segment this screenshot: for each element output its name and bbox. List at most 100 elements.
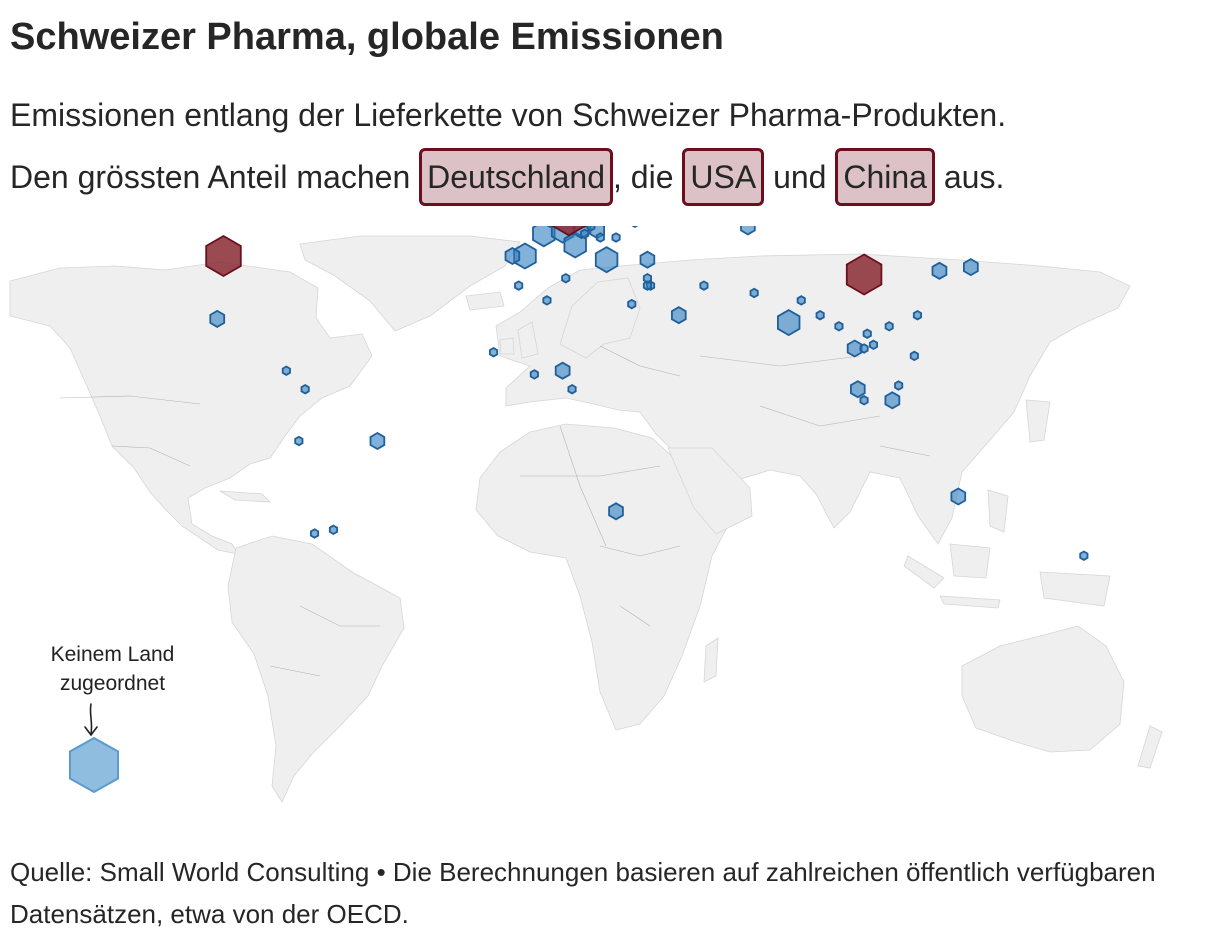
land-borneo — [949, 543, 991, 579]
hex-marker[interactable] — [608, 502, 624, 521]
land-philippines — [987, 489, 1009, 533]
hex-marker[interactable] — [884, 391, 901, 410]
land-africa — [475, 423, 731, 731]
land-south-america — [227, 535, 405, 803]
highlight-china-button[interactable]: China — [835, 148, 935, 206]
hex-marker[interactable] — [862, 328, 872, 339]
subtitle-sep2: und — [773, 159, 827, 195]
land-sumatra — [903, 555, 945, 589]
hex-marker[interactable] — [859, 343, 869, 354]
hex-marker[interactable] — [595, 232, 605, 243]
hex-marker[interactable] — [554, 361, 571, 380]
hex-marker[interactable] — [909, 350, 919, 362]
border-line — [299, 605, 380, 627]
hex-marker[interactable] — [859, 395, 869, 406]
border-line — [619, 605, 651, 627]
hex-marker[interactable] — [561, 272, 571, 284]
landmass-layer — [9, 235, 1163, 803]
hex-marker[interactable] — [850, 380, 866, 399]
highlight-germany-button[interactable]: Deutschland — [419, 148, 614, 206]
hex-marker[interactable] — [514, 280, 524, 291]
page-title: Schweizer Pharma, globale Emissionen — [10, 16, 724, 58]
hex-marker[interactable] — [777, 309, 801, 337]
highlight-usa-button[interactable]: USA — [682, 148, 765, 206]
hex-marker[interactable] — [642, 280, 652, 291]
hex-marker[interactable] — [912, 309, 922, 321]
land-java — [939, 595, 1001, 609]
unassigned-label: Keinem Land zugeordnet — [50, 643, 175, 695]
unassigned-legend-hex — [69, 736, 119, 794]
hex-marker[interactable] — [1079, 550, 1089, 561]
border-line — [111, 445, 191, 467]
source-text: Quelle: Small World Consulting • Die Ber… — [10, 857, 1156, 929]
hex-marker[interactable] — [586, 226, 596, 232]
source-note: Quelle: Small World Consulting • Die Ber… — [10, 851, 1210, 935]
subtitle-sep1: , die — [613, 159, 674, 195]
world-map — [9, 226, 1163, 803]
land-australia — [961, 625, 1125, 753]
hex-marker[interactable] — [488, 346, 499, 358]
land-iceland — [465, 291, 505, 311]
hex-marker[interactable] — [529, 369, 539, 380]
hex-marker[interactable] — [209, 309, 226, 328]
hex-marker[interactable] — [749, 287, 759, 299]
border-line — [759, 405, 881, 427]
border-line — [59, 395, 201, 405]
border-line — [269, 665, 321, 677]
land-greenland — [299, 235, 521, 332]
hex-marker-highlight[interactable] — [205, 234, 242, 278]
hex-marker[interactable] — [894, 380, 904, 391]
hex-marker[interactable] — [328, 524, 339, 536]
hex-marker[interactable] — [504, 246, 521, 266]
hex-marker[interactable] — [846, 339, 863, 358]
hex-marker[interactable] — [594, 246, 619, 274]
hex-marker-highlight[interactable] — [845, 253, 883, 296]
land-britain — [517, 321, 539, 359]
land-scandinavia — [559, 277, 641, 359]
border-line — [599, 345, 681, 377]
hex-marker[interactable] — [950, 487, 967, 506]
hex-marker[interactable] — [294, 435, 304, 447]
marker-layer — [205, 226, 1089, 561]
land-madagascar — [703, 637, 719, 683]
hex-marker[interactable] — [931, 261, 948, 280]
hex-marker[interactable] — [639, 250, 656, 269]
hex-marker[interactable] — [699, 280, 709, 291]
subtitle-prefix: Den grössten Anteil machen — [10, 159, 411, 195]
hex-marker[interactable] — [369, 431, 386, 451]
land-cuba — [219, 490, 272, 503]
land-new-guinea — [1039, 571, 1111, 607]
hex-marker[interactable] — [627, 298, 637, 310]
subtitle-suffix: aus. — [943, 159, 1005, 195]
hex-marker[interactable] — [300, 383, 310, 395]
subtitle-line1: Emissionen entlang der Lieferkette von S… — [10, 97, 1007, 133]
border-line — [879, 445, 931, 457]
hex-marker[interactable] — [611, 232, 621, 243]
hex-marker[interactable] — [815, 309, 825, 321]
hex-marker[interactable] — [834, 321, 844, 332]
hex-marker[interactable] — [580, 228, 590, 240]
subtitle: Emissionen entlang der Lieferkette von S… — [10, 84, 1215, 208]
hex-marker[interactable] — [281, 365, 291, 376]
land-japan — [1025, 399, 1051, 443]
land-new-zealand — [1137, 725, 1163, 769]
hex-marker[interactable] — [869, 339, 878, 351]
border-line — [699, 355, 861, 367]
hex-marker-highlight[interactable] — [551, 226, 587, 237]
hex-marker[interactable] — [740, 226, 756, 236]
hex-marker[interactable] — [542, 295, 552, 306]
hex-marker[interactable] — [963, 258, 979, 277]
hex-marker[interactable] — [642, 272, 652, 284]
hex-marker[interactable] — [309, 528, 320, 539]
hex-marker[interactable] — [796, 295, 806, 306]
hex-marker[interactable] — [567, 383, 577, 395]
land-arabia — [667, 447, 753, 535]
hex-marker[interactable] — [631, 226, 639, 228]
land-north-america — [9, 261, 373, 555]
hex-marker[interactable] — [563, 231, 587, 259]
border-lines — [59, 345, 931, 677]
border-line — [520, 465, 661, 477]
hex-marker[interactable] — [884, 321, 894, 332]
hex-marker[interactable] — [671, 306, 687, 325]
land-eurasia — [495, 253, 1131, 545]
